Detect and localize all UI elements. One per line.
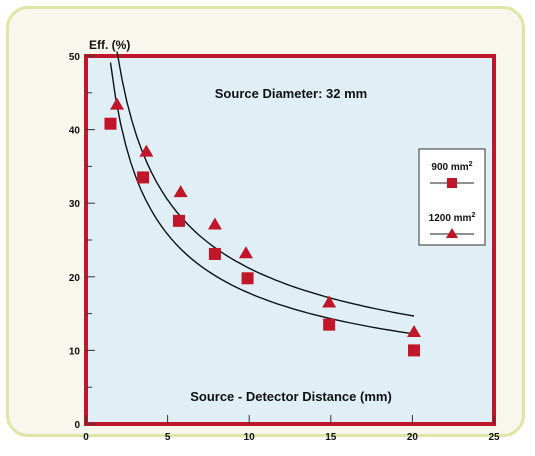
x-tick-label: 0 [83, 432, 89, 443]
x-tick-label: 10 [244, 432, 256, 443]
chart-svg: 0 10 20 30 40 50 0 5 10 15 20 25 Eff. (%) Source Di… [9, 9, 535, 456]
legend-label-1200: 1200 mm2 [429, 212, 476, 224]
y-tick-label: 0 [74, 420, 80, 431]
chart-card: 0 10 20 30 40 50 0 5 10 15 20 25 Eff. (%) Source Di… [6, 6, 525, 437]
y-axis-label: Eff. (%) [89, 38, 130, 52]
square-point [209, 248, 221, 260]
x-tick-label: 5 [165, 432, 171, 443]
square-point [242, 272, 254, 284]
y-tick-label: 20 [69, 273, 81, 284]
y-tick-label: 30 [69, 199, 81, 210]
square-point [104, 118, 116, 130]
x-axis-annotation: Source - Detector Distance (mm) [190, 389, 392, 404]
y-tick-label: 40 [69, 126, 81, 137]
square-point [408, 344, 420, 356]
legend: 900 mm2 1200 mm2 [419, 149, 485, 245]
x-tick-label: 25 [488, 432, 500, 443]
y-tick-label: 10 [69, 346, 81, 357]
square-point [173, 215, 185, 227]
x-tick-label: 20 [407, 432, 419, 443]
legend-square-marker [447, 178, 457, 188]
x-tick-label: 15 [325, 432, 337, 443]
legend-label-900: 900 mm2 [431, 161, 472, 173]
square-point [137, 171, 149, 183]
source-diameter-annotation: Source Diameter: 32 mm [215, 86, 367, 101]
y-tick-label: 50 [69, 52, 81, 63]
square-point [323, 319, 335, 331]
